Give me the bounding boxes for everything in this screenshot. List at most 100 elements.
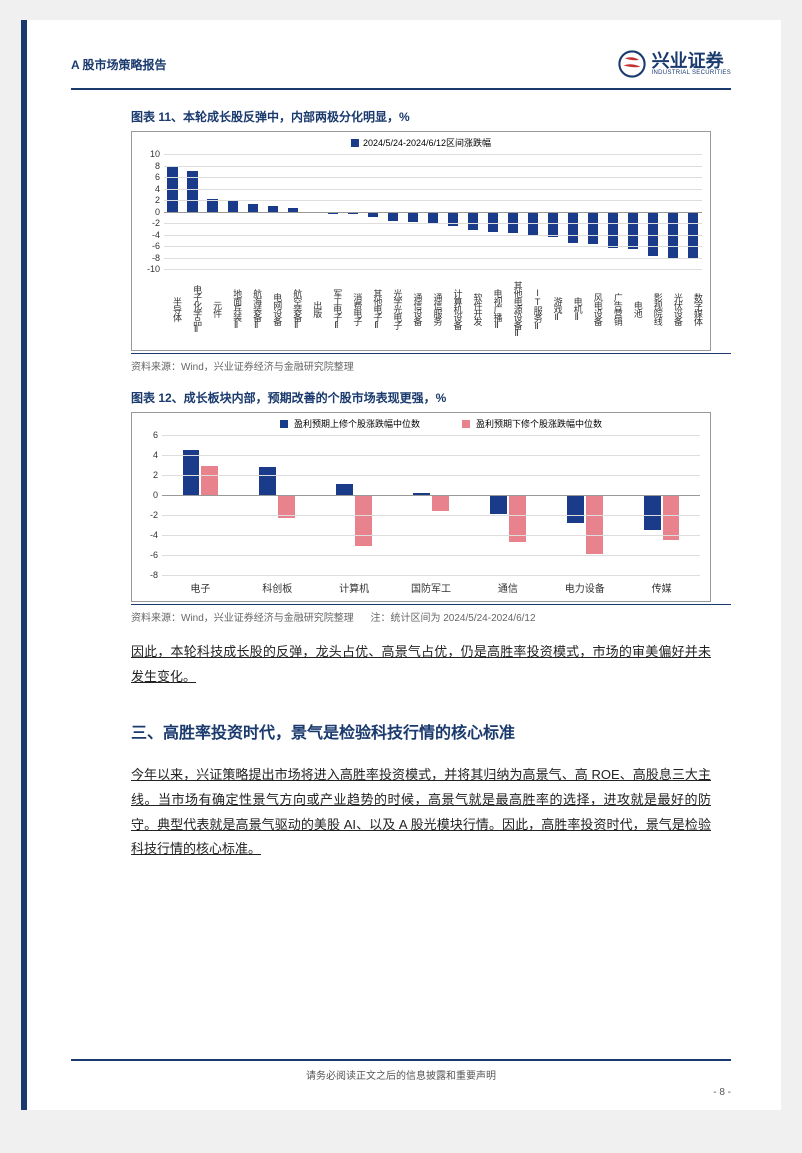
chart12-bar: [432, 495, 449, 511]
chart11-ytick: -2: [138, 218, 160, 228]
chart12-plot: [162, 435, 700, 575]
left-accent-bar: [21, 20, 27, 1110]
chart11-category-label: 电网设备: [264, 272, 281, 346]
chart11-bar: [428, 212, 438, 224]
chart12-bar: [183, 450, 200, 495]
chart12-bar: [259, 467, 276, 495]
logo-mark-icon: [618, 50, 646, 78]
chart11-legend-label: 2024/5/24-2024/6/12区间涨跌幅: [363, 136, 491, 149]
chart12-ytick: 0: [140, 490, 158, 500]
chart11-bar: [448, 212, 458, 227]
chart11-category-label: 光伏设备: [665, 272, 682, 346]
chart11-category-label: 其他电子Ⅱ: [364, 272, 381, 346]
chart11-ytick: 6: [138, 172, 160, 182]
chart12-note: 注：统计区间为 2024/5/24-2024/6/12: [370, 613, 535, 624]
chart11-category-label: 电子化学品Ⅱ: [184, 272, 201, 346]
chart12-ytick: -2: [140, 510, 158, 520]
legend-swatch-icon: [351, 139, 359, 147]
disclaimer: 请务必阅读正文之后的信息披露和重要声明: [306, 1071, 496, 1082]
chart11-bar: [568, 212, 578, 243]
chart11-bar: [388, 212, 398, 222]
chart11-ytick: -8: [138, 253, 160, 263]
chart11-category-label: 航海装备Ⅱ: [244, 272, 261, 346]
chart11-ytick: -4: [138, 230, 160, 240]
chart12-source: 资料来源：Wind，兴业证券经济与金融研究院整理 注：统计区间为 2024/5/…: [131, 604, 731, 624]
chart12-ytick: 2: [140, 470, 158, 480]
chart11-category-label: 通信服务: [424, 272, 441, 346]
chart11-category-label: 游戏Ⅱ: [545, 272, 562, 346]
chart12-bar: [201, 466, 218, 495]
page: A 股市场策略报告 兴业证券 INDUSTRIAL SECURITIES 图表 …: [21, 20, 781, 1110]
chart11-category-label: 电机Ⅱ: [565, 272, 582, 346]
chart12-category-label: 国防军工: [393, 580, 470, 595]
logo-cn: 兴业证券: [652, 52, 731, 70]
chart11-category-label: 地面兵装Ⅱ: [224, 272, 241, 346]
page-number: - 8 -: [713, 1087, 731, 1098]
chart11-bar: [608, 212, 618, 248]
chart12-legend1: 盈利预期上修个股涨跌幅中位数: [294, 417, 420, 430]
legend-swatch-icon: [280, 420, 288, 428]
chart11-ytick: 10: [138, 149, 160, 159]
chart11-category-label: 元件: [204, 272, 221, 346]
chart11-bar: [488, 212, 498, 232]
chart11-category-label: 电池: [625, 272, 642, 346]
chart11-category-label: 其他电源设备Ⅱ: [505, 272, 522, 346]
chart12-category-label: 通信: [469, 580, 546, 595]
legend-swatch-icon: [462, 420, 470, 428]
chart12-title: 图表 12、成长板块内部，预期改善的个股市场表现更强，%: [131, 389, 731, 406]
chart11-legend: 2024/5/24-2024/6/12区间涨跌幅: [351, 136, 491, 149]
chart11-bar: [228, 200, 238, 212]
chart12-wrap: 盈利预期上修个股涨跌幅中位数 盈利预期下修个股涨跌幅中位数 电子科创板计算机国防…: [131, 412, 711, 602]
chart11-wrap: 2024/5/24-2024/6/12区间涨跌幅 半导体电子化学品Ⅱ元件地面兵装…: [131, 131, 711, 351]
chart12-bar: [586, 495, 603, 554]
logo-text: 兴业证券 INDUSTRIAL SECURITIES: [652, 52, 731, 76]
chart12-bar: [567, 495, 584, 523]
chart11-category-label: 数字媒体: [685, 272, 702, 346]
chart12-category-label: 电子: [162, 580, 239, 595]
chart11-category-label: 军工电子Ⅱ: [324, 272, 341, 346]
chart12-ytick: -8: [140, 570, 158, 580]
chart11-bar: [588, 212, 598, 244]
chart11-title: 图表 11、本轮成长股反弹中，内部两极分化明显，%: [131, 108, 731, 125]
chart12-category-label: 科创板: [239, 580, 316, 595]
chart11-category-label: 消费电子: [344, 272, 361, 346]
chart12-groups: [162, 435, 700, 575]
chart11-bar: [248, 204, 258, 211]
logo-en: INDUSTRIAL SECURITIES: [652, 70, 731, 76]
chart11-category-label: 通信设备: [404, 272, 421, 346]
chart11-bar: [468, 212, 478, 231]
chart11-bar: [408, 212, 418, 222]
chart12-legend2: 盈利预期下修个股涨跌幅中位数: [476, 417, 602, 430]
body-para1: 因此，本轮科技成长股的反弹，龙头占优、高景气占优，仍是高胜率投资模式，市场的审美…: [131, 640, 711, 689]
chart11-category-label: 影视院线: [645, 272, 662, 346]
chart12-ytick: 6: [140, 430, 158, 440]
footer: 请务必阅读正文之后的信息披露和重要声明: [71, 1059, 731, 1082]
chart11-category-label: 风电设备: [585, 272, 602, 346]
chart12-category-label: 计算机: [316, 580, 393, 595]
chart11-category-label: 广告营销: [605, 272, 622, 346]
chart11-ytick: 2: [138, 195, 160, 205]
chart12-categories: 电子科创板计算机国防军工通信电力设备传媒: [162, 580, 700, 595]
chart11-category-label: 软件开发: [464, 272, 481, 346]
chart12-category-label: 电力设备: [546, 580, 623, 595]
chart11-ytick: -10: [138, 264, 160, 274]
chart11-category-label: 出版: [304, 272, 321, 346]
chart11-category-label: 光学光电子: [384, 272, 401, 346]
chart12-bar: [644, 495, 661, 530]
chart11-category-label: IT服务Ⅱ: [525, 272, 542, 346]
chart12-ytick: -6: [140, 550, 158, 560]
chart12-bar: [490, 495, 507, 514]
chart11-category-label: 半导体: [164, 272, 181, 346]
chart11-ytick: 0: [138, 207, 160, 217]
chart12-legend: 盈利预期上修个股涨跌幅中位数 盈利预期下修个股涨跌幅中位数: [192, 417, 690, 430]
body-para2: 今年以来，兴证策略提出市场将进入高胜率投资模式，并将其归纳为高景气、高 ROE、…: [131, 763, 711, 862]
chart11-ytick: 4: [138, 184, 160, 194]
chart11-bar: [548, 212, 558, 238]
report-category: A 股市场策略报告: [71, 56, 167, 73]
chart11-category-label: 电视广播Ⅱ: [485, 272, 502, 346]
chart12-category-label: 传媒: [623, 580, 700, 595]
chart11-bar: [628, 212, 638, 249]
chart12-bar: [355, 495, 372, 546]
chart12-bar: [663, 495, 680, 540]
chart11-category-label: 计算机设备: [444, 272, 461, 346]
